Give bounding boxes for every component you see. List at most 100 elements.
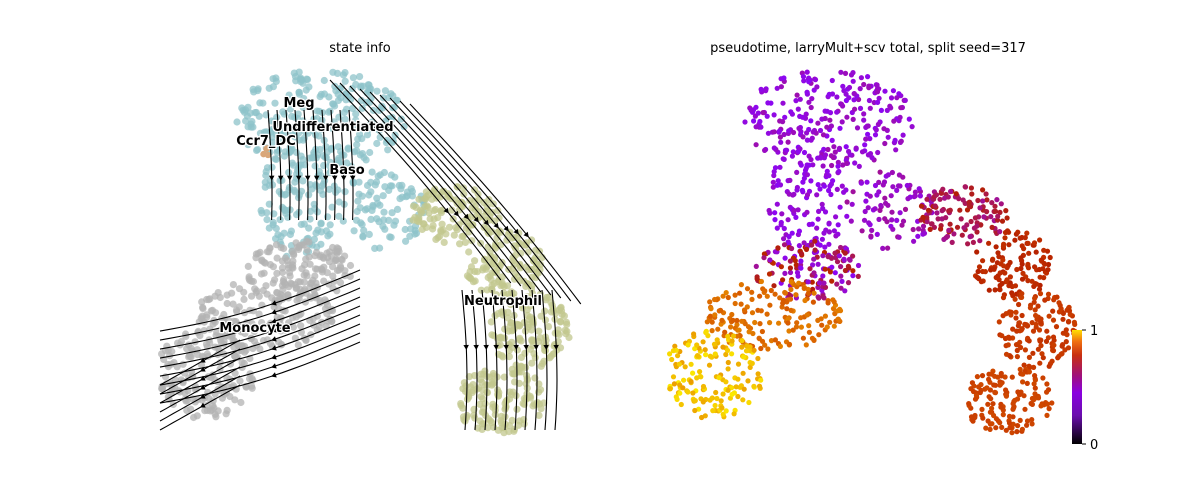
pseudotime-point [1029,401,1035,407]
streamline-arrow [271,363,277,369]
pseudotime-point [1012,283,1019,289]
pseudotime-point [808,118,814,124]
pseudotime-point [804,172,811,178]
pseudotime-point [777,134,784,140]
cell-point [272,224,280,233]
pseudotime-point [827,110,834,116]
pseudotime-point [844,114,850,120]
cell-point [358,192,366,200]
pseudotime-point [709,354,715,360]
pseudotime-point [1029,421,1035,427]
cell-point [457,198,465,206]
pseudotime-point [974,374,981,380]
pseudotime-point [781,156,787,162]
pseudotime-point [784,306,790,312]
pseudotime-point [709,328,715,334]
pseudotime-point [741,386,747,392]
pseudotime-point [961,225,967,231]
pseudotime-point [786,341,793,347]
pseudotime-point [774,201,780,207]
pseudotime-point [1027,364,1033,370]
cell-point [528,359,536,367]
pseudotime-point [898,105,904,111]
streamline-arrow [200,366,206,372]
streamline-arrow [483,219,489,226]
cell-point [492,262,500,270]
pseudotime-point [821,183,828,189]
pseudotime-point [838,285,844,291]
pseudotime-point [840,83,846,89]
pseudotime-point [1014,266,1020,273]
pseudotime-point [1013,309,1019,315]
cell-point [240,295,248,303]
cell-point [263,216,271,224]
pseudotime-point [712,402,718,409]
cell-point [272,74,280,82]
cell-point [309,154,317,162]
pseudotime-point [809,135,815,141]
cell-point [497,334,505,342]
pseudotime-point [943,215,949,221]
cell-point [535,400,544,408]
pseudotime-point [835,222,841,228]
pseudotime-point [1037,237,1043,243]
cell-point [494,386,502,394]
pseudotime-point [781,225,787,232]
cell-point [352,110,360,118]
pseudotime-point [798,162,804,168]
cell-point [403,188,411,196]
pseudotime-point [847,152,853,158]
pseudotime-point [685,389,691,395]
pseudotime-point [876,95,882,101]
cell-point [347,162,355,170]
pseudotime-point [997,209,1003,215]
pseudotime-point [711,341,718,347]
pseudotime-point [874,192,880,198]
pseudotime-point [912,189,919,195]
pseudotime-point [732,300,738,307]
cell-point [227,326,235,334]
cluster-label: Baso [329,163,364,178]
pseudotime-point [816,295,822,301]
streamline-arrow [543,344,549,350]
pseudotime-point [775,178,781,184]
pseudotime-point [994,217,1001,223]
streamline [312,109,318,221]
pseudotime-point [737,290,743,296]
pseudotime-point [714,337,720,343]
cell-point [284,213,292,221]
pseudotime-point [780,277,786,283]
streamline [339,82,512,284]
pseudotime-point [833,214,839,220]
pseudotime-point [1037,338,1043,344]
pseudotime-point [808,157,814,163]
pseudotime-point [918,203,925,209]
pseudotime-point [897,210,903,216]
pseudotime-point [834,186,840,192]
pseudotime-point [720,293,726,299]
pseudotime-point [1017,366,1023,372]
cell-point [459,184,467,192]
cell-point [425,209,433,217]
cell-point [279,278,287,286]
pseudotime-point [811,290,817,296]
pseudotime-point [1021,362,1027,368]
pseudotime-point [1033,321,1039,327]
pseudotime-point [725,359,731,366]
pseudotime-point [776,320,782,326]
pseudotime-point [849,201,855,207]
cell-point [489,403,497,411]
pseudotime-point [669,356,675,363]
pseudotime-point [980,258,986,264]
pseudotime-point [735,376,741,382]
cell-point [313,114,321,123]
pseudotime-point [1019,326,1025,332]
pseudotime-point [989,224,995,230]
pseudotime-point [753,142,759,148]
pseudotime-point [976,264,983,270]
cell-point [468,204,476,212]
pseudotime-point [811,270,817,276]
pseudotime-point [831,323,837,329]
cell-point [468,237,476,245]
cell-point [379,104,387,112]
